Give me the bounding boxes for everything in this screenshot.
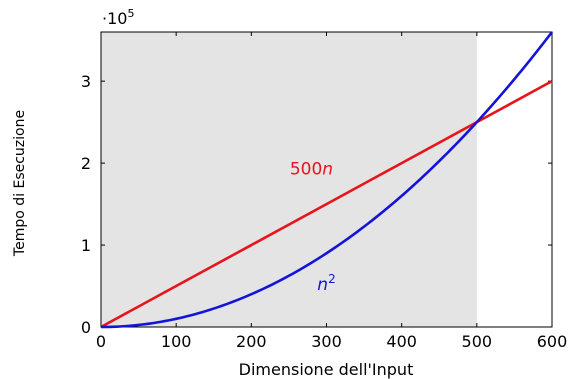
x-tick-label-200: 200 bbox=[236, 332, 267, 351]
series-layer bbox=[100, 31, 554, 329]
x-tick-label-300: 300 bbox=[311, 332, 342, 351]
series-label-n2-variable: n bbox=[317, 275, 328, 295]
series-label-n2: n2 bbox=[317, 272, 335, 295]
y-multiplier: ·105 bbox=[102, 7, 134, 28]
x-tick-label-0: 0 bbox=[96, 332, 106, 351]
y-tick-label-0: 0 bbox=[81, 318, 91, 337]
y-axis-label: Tempo di Esecuzione bbox=[12, 110, 28, 257]
x-tick-label-400: 400 bbox=[386, 332, 417, 351]
x-tick-label-500: 500 bbox=[462, 332, 493, 351]
y-tick-label-1: 1 bbox=[81, 236, 91, 255]
y-multiplier-exponent: 5 bbox=[127, 7, 134, 20]
series-label-500n-variable: n bbox=[322, 160, 333, 180]
series-line-1 bbox=[100, 31, 554, 329]
series-label-500n: 500n bbox=[290, 160, 333, 180]
x-tick-label-600: 600 bbox=[537, 332, 568, 351]
y-multiplier-prefix: ·10 bbox=[102, 9, 127, 28]
y-tick-label-2: 2 bbox=[81, 154, 91, 173]
ticks-layer: 0 100 200 300 400 500 600 0 1 2 3 bbox=[81, 32, 567, 351]
shaded-region-layer bbox=[101, 32, 477, 327]
x-axis-label: Dimensione dell'Input bbox=[239, 360, 414, 379]
y-tick-label-3: 3 bbox=[81, 72, 91, 91]
series-label-500n-number: 500 bbox=[290, 160, 322, 180]
shaded-region bbox=[101, 32, 477, 327]
x-tick-label-100: 100 bbox=[161, 332, 192, 351]
series-label-n2-exponent: 2 bbox=[328, 272, 336, 286]
